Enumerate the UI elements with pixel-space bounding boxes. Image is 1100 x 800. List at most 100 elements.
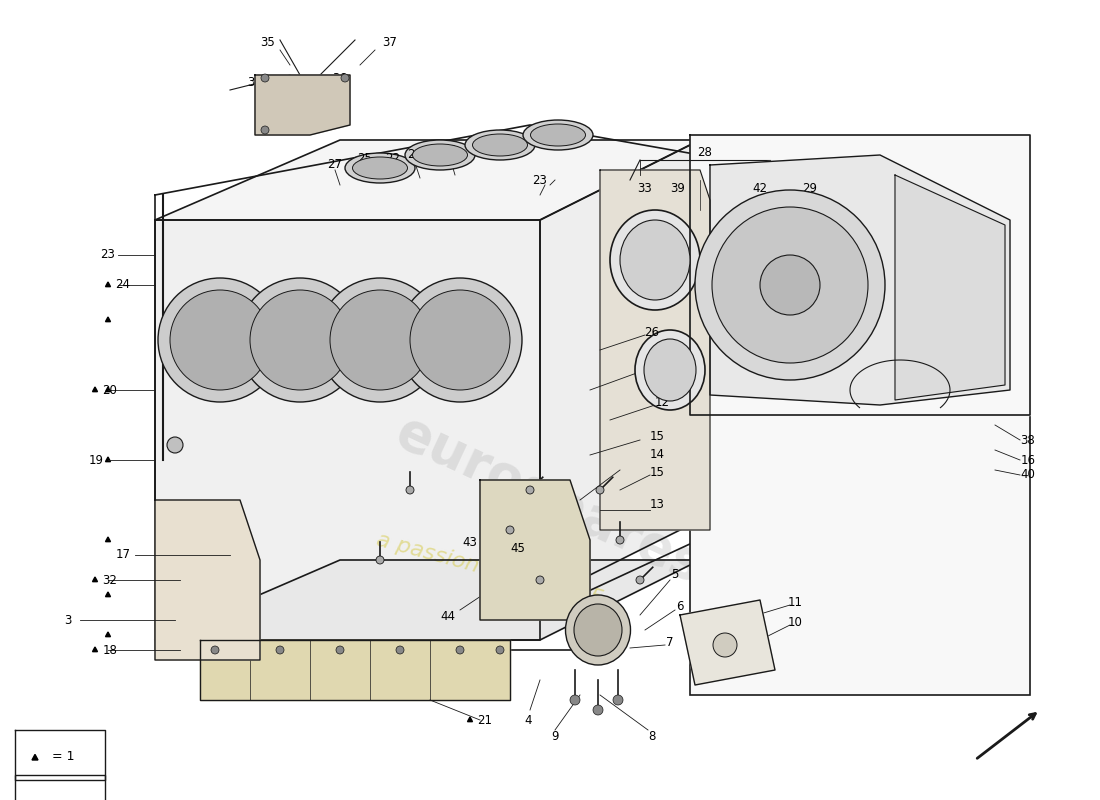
- Circle shape: [713, 633, 737, 657]
- Polygon shape: [155, 220, 540, 640]
- Circle shape: [396, 646, 404, 654]
- FancyBboxPatch shape: [690, 405, 1030, 695]
- Text: 44: 44: [440, 610, 455, 623]
- Polygon shape: [106, 387, 110, 392]
- Polygon shape: [92, 387, 98, 392]
- Circle shape: [536, 576, 544, 584]
- Text: 21: 21: [477, 714, 493, 726]
- Ellipse shape: [574, 604, 622, 656]
- Ellipse shape: [405, 140, 475, 170]
- Circle shape: [276, 646, 284, 654]
- Circle shape: [596, 486, 604, 494]
- Polygon shape: [468, 717, 473, 722]
- Text: 26: 26: [645, 326, 660, 338]
- Text: 35: 35: [261, 35, 275, 49]
- Text: 24: 24: [407, 149, 422, 162]
- Text: 5: 5: [671, 569, 679, 582]
- Circle shape: [261, 126, 270, 134]
- Circle shape: [398, 278, 522, 402]
- Text: 20: 20: [102, 383, 118, 397]
- Polygon shape: [895, 175, 1005, 400]
- Polygon shape: [155, 140, 700, 220]
- Polygon shape: [106, 632, 110, 637]
- Circle shape: [456, 646, 464, 654]
- Circle shape: [330, 290, 430, 390]
- Text: 33: 33: [638, 182, 652, 194]
- Circle shape: [250, 290, 350, 390]
- Text: 32: 32: [102, 574, 118, 586]
- Circle shape: [170, 290, 270, 390]
- Polygon shape: [106, 537, 110, 542]
- Text: 29: 29: [803, 182, 817, 194]
- Circle shape: [336, 646, 344, 654]
- Text: 45: 45: [510, 542, 526, 554]
- Ellipse shape: [635, 330, 705, 410]
- Text: 39: 39: [671, 182, 685, 194]
- Polygon shape: [155, 560, 700, 640]
- Ellipse shape: [620, 220, 690, 300]
- Ellipse shape: [473, 134, 528, 156]
- Polygon shape: [540, 140, 700, 600]
- Polygon shape: [710, 155, 1010, 405]
- Text: 27: 27: [328, 158, 342, 171]
- Text: 3: 3: [64, 614, 72, 626]
- Polygon shape: [690, 135, 1030, 415]
- Circle shape: [376, 556, 384, 564]
- Circle shape: [261, 74, 270, 82]
- Text: 13: 13: [650, 498, 664, 511]
- Circle shape: [526, 486, 534, 494]
- Polygon shape: [92, 647, 98, 652]
- Circle shape: [496, 646, 504, 654]
- Text: 23: 23: [100, 249, 116, 262]
- Circle shape: [695, 190, 886, 380]
- Text: 23: 23: [442, 143, 458, 157]
- Circle shape: [506, 526, 514, 534]
- Circle shape: [238, 278, 362, 402]
- Polygon shape: [480, 480, 590, 620]
- Text: 15: 15: [650, 466, 664, 478]
- Text: eurospares: eurospares: [388, 406, 712, 594]
- Text: a passion since 1985: a passion since 1985: [374, 530, 606, 610]
- Polygon shape: [106, 317, 110, 322]
- Circle shape: [570, 695, 580, 705]
- Text: 43: 43: [463, 537, 477, 550]
- Text: 16: 16: [1021, 454, 1035, 466]
- Text: 8: 8: [648, 730, 656, 743]
- Text: 12: 12: [654, 395, 670, 409]
- Text: 9: 9: [551, 730, 559, 743]
- Text: 25: 25: [358, 151, 373, 165]
- Circle shape: [616, 536, 624, 544]
- Text: 36: 36: [332, 71, 348, 85]
- Text: 4: 4: [525, 714, 531, 726]
- Text: 19: 19: [88, 454, 103, 466]
- Circle shape: [636, 576, 644, 584]
- Text: 11: 11: [788, 595, 803, 609]
- Polygon shape: [200, 640, 510, 700]
- Ellipse shape: [565, 595, 630, 665]
- Ellipse shape: [345, 153, 415, 183]
- FancyBboxPatch shape: [15, 775, 105, 800]
- Polygon shape: [106, 457, 110, 462]
- Circle shape: [341, 74, 349, 82]
- Circle shape: [158, 278, 282, 402]
- Text: 38: 38: [1021, 434, 1035, 446]
- Polygon shape: [92, 577, 98, 582]
- Circle shape: [167, 437, 183, 453]
- Circle shape: [613, 695, 623, 705]
- Text: 24: 24: [116, 278, 131, 291]
- Circle shape: [593, 705, 603, 715]
- Circle shape: [318, 278, 442, 402]
- Ellipse shape: [530, 124, 585, 146]
- Text: 14: 14: [649, 449, 664, 462]
- Text: 15: 15: [650, 430, 664, 443]
- Circle shape: [760, 255, 820, 315]
- Polygon shape: [155, 500, 260, 660]
- Ellipse shape: [644, 339, 696, 401]
- Text: 10: 10: [788, 615, 802, 629]
- Text: 28: 28: [697, 146, 713, 158]
- Text: 6: 6: [676, 599, 684, 613]
- Text: 37: 37: [383, 35, 397, 49]
- Polygon shape: [255, 75, 350, 135]
- Text: 42: 42: [752, 182, 768, 194]
- Ellipse shape: [610, 210, 700, 310]
